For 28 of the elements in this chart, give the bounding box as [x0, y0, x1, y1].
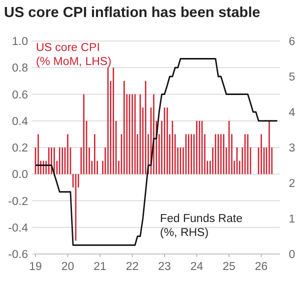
series-label: Fed Funds Rate (%, RHS)	[160, 213, 242, 239]
y-tick-label: 0.6	[12, 89, 28, 102]
x-tick-label: 25	[222, 261, 236, 273]
y-tick-label: 0.4	[12, 116, 29, 128]
y2-tick-label: 1	[288, 214, 296, 226]
x-tick-label: 19	[29, 261, 42, 273]
series-label: US core CPI (% MoM, LHS)	[36, 42, 112, 68]
x-tick-label: 24	[190, 261, 204, 273]
y2-tick-label: 2	[288, 178, 296, 190]
y2-tick-label: 6	[288, 36, 296, 48]
line-series	[34, 58, 278, 246]
y-tick-label: -0.2	[8, 196, 28, 208]
x-tick-label: 20	[61, 261, 74, 273]
y-tick-label: 0.8	[12, 62, 28, 75]
y-tick-label: 0.2	[12, 142, 28, 154]
y-tick-label: 0.0	[12, 169, 28, 182]
y2-tick-label: 3	[288, 142, 296, 154]
y-tick-label: -0.4	[8, 222, 29, 234]
x-tick-label: 23	[158, 261, 171, 273]
x-tick-label: 26	[254, 261, 268, 273]
x-tick-label: 21	[94, 261, 106, 273]
chart-title: US core CPI inflation has been stable	[4, 5, 260, 21]
y-tick-label: -0.6	[8, 249, 28, 261]
x-tick-label: 22	[126, 261, 139, 273]
y2-tick-label: 5	[288, 72, 296, 84]
y2-tick-label: 4	[288, 107, 296, 119]
y2-tick-label: 0	[288, 249, 296, 261]
y-tick-label: 1.0	[12, 36, 28, 48]
